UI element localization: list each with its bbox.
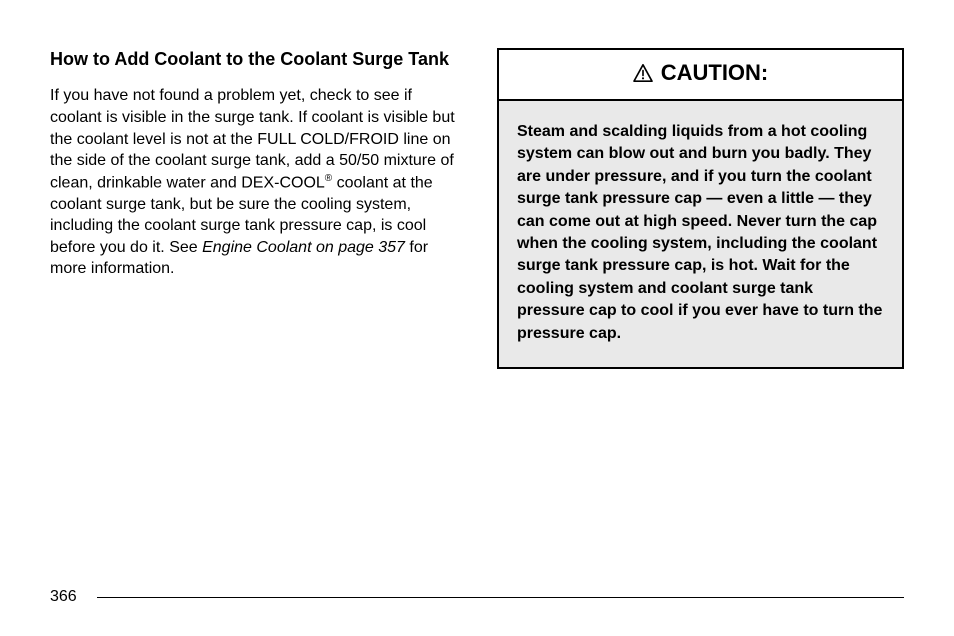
warning-triangle-icon bbox=[633, 64, 653, 82]
right-column: CAUTION: Steam and scalding liquids from… bbox=[497, 48, 904, 369]
caution-title-row: CAUTION: bbox=[633, 60, 769, 86]
section-heading: How to Add Coolant to the Coolant Surge … bbox=[50, 48, 457, 71]
left-column: How to Add Coolant to the Coolant Surge … bbox=[50, 48, 457, 369]
caution-body: Steam and scalding liquids from a hot co… bbox=[499, 101, 902, 367]
footer-rule bbox=[97, 597, 904, 598]
caution-header: CAUTION: bbox=[499, 50, 902, 101]
caution-body-text: Steam and scalding liquids from a hot co… bbox=[517, 121, 884, 345]
page-number: 366 bbox=[50, 588, 77, 606]
cross-reference: Engine Coolant on page 357 bbox=[202, 239, 405, 256]
page-footer: 366 bbox=[50, 588, 904, 606]
caution-title-text: CAUTION: bbox=[661, 60, 769, 86]
instruction-paragraph: If you have not found a problem yet, che… bbox=[50, 85, 457, 280]
caution-box: CAUTION: Steam and scalding liquids from… bbox=[497, 48, 904, 369]
two-column-layout: How to Add Coolant to the Coolant Surge … bbox=[50, 48, 904, 369]
